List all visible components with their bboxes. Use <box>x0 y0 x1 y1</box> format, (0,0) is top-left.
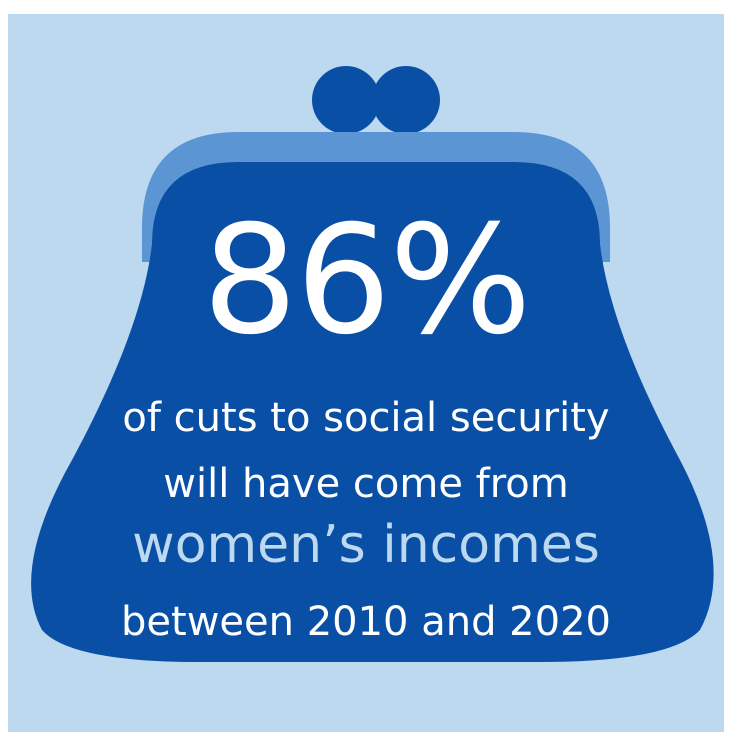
text-line-4: between 2010 and 2020 <box>121 599 611 645</box>
purse-body <box>31 162 714 662</box>
clasp-knob-right <box>372 66 440 134</box>
text-line-2: will have come from <box>163 461 569 507</box>
highlight-text: women’s incomes <box>132 515 600 575</box>
headline-percent: 86% <box>202 194 531 368</box>
text-line-1: of cuts to social security <box>122 395 610 441</box>
clasp-knob-left <box>312 66 380 134</box>
